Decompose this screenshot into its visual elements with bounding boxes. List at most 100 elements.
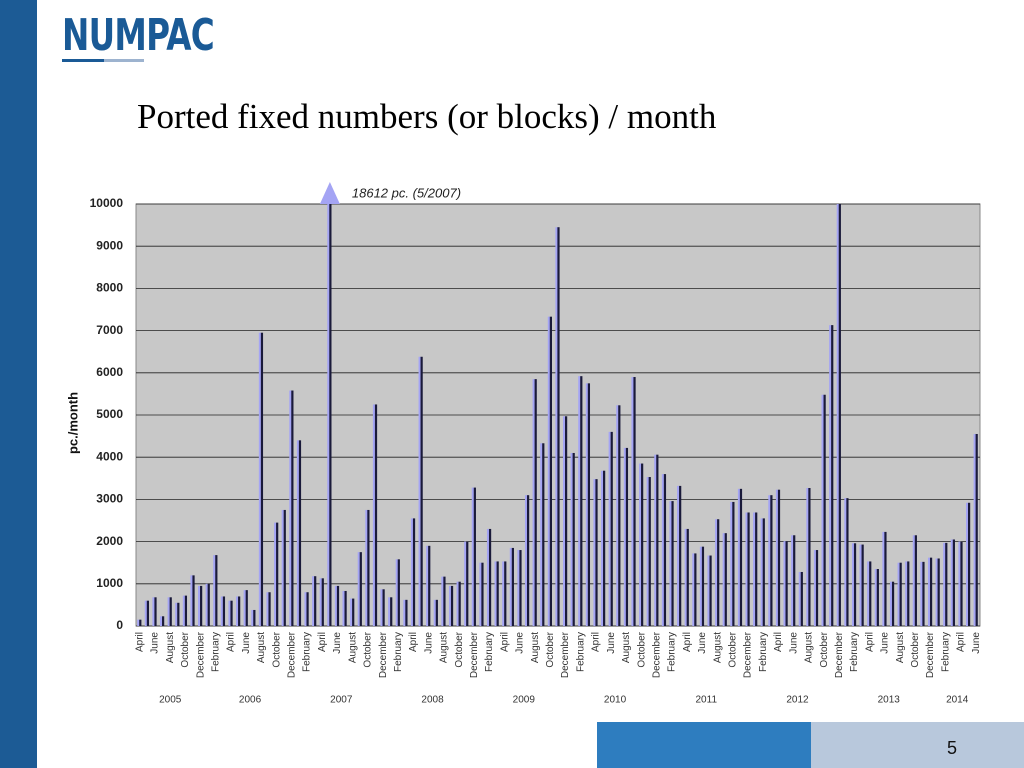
y-tick-label: 9000 [96,238,123,252]
bar [648,477,651,626]
y-tick-label: 10000 [90,196,124,210]
bar [800,571,803,626]
logo-bar [104,59,144,62]
bar [435,599,438,626]
bar-highlight [760,518,763,626]
x-tick-label: June [332,632,343,654]
bar [732,501,735,626]
bar-highlight [707,555,710,626]
bar-highlight [943,542,946,626]
bar-highlight [167,597,170,626]
bar [967,502,971,626]
bar-highlight [296,440,300,626]
bar-highlight [220,596,224,626]
bar-highlight [813,550,817,626]
bar-highlight [190,575,193,626]
bar [169,597,172,626]
x-tick-label: February [849,632,860,672]
bar [891,581,895,626]
bar-highlight [175,602,178,626]
bar-highlight [281,509,284,626]
bar-highlight [540,443,543,626]
bar-highlight [882,531,885,626]
bar-highlight [350,598,353,626]
x-tick-label: February [484,632,495,672]
x-tick-label: February [393,632,404,672]
bar [260,332,264,626]
bar-highlight [851,543,855,626]
bar-highlight [441,576,444,626]
bar-highlight [327,204,330,626]
bar-highlight [836,204,839,626]
bar-highlight [388,597,391,626]
year-label: 2006 [239,695,262,706]
bar [207,583,210,626]
bar-highlight [821,394,824,626]
side-band [0,0,37,768]
x-tick-label: October [819,631,830,667]
bar [306,592,309,626]
bar-highlight [646,477,649,626]
bar [412,518,416,626]
x-tick-label: April [591,632,602,652]
bar-highlight [426,545,429,626]
bar [777,489,781,626]
bar [177,602,180,626]
bar-highlight [433,599,436,626]
bar-highlight [684,528,687,626]
bar [565,416,568,626]
page-number: 5 [947,738,957,758]
bar [625,447,629,626]
x-tick-label: February [575,632,586,672]
bar-highlight [912,535,915,626]
bar-highlight [342,590,345,626]
bar-highlight [699,546,703,626]
x-tick-label: June [788,632,799,654]
bar [914,535,917,626]
bar [815,550,819,626]
bar [504,561,507,626]
bar [907,561,910,626]
x-tick-label: August [712,632,723,663]
bar [671,501,674,626]
bar [291,390,294,626]
bar-highlight [768,495,771,626]
bar [230,600,233,626]
bar [861,544,864,626]
footer-band [811,722,1024,768]
bar [717,519,720,626]
bar [473,487,476,626]
bar-highlight [372,404,376,626]
bar [701,546,705,626]
bar [876,569,879,626]
x-tick-label: June [515,632,526,654]
bar [154,597,157,626]
bar [838,204,841,626]
x-tick-label: April [134,632,145,652]
bar [633,377,636,626]
bar [359,552,362,626]
x-tick-label: October [271,631,282,667]
y-tick-label: 4000 [96,449,123,463]
bar-highlight [874,569,877,626]
bar [146,600,150,626]
x-tick-label: February [210,632,221,672]
bar [336,585,340,626]
x-tick-label: June [423,632,434,654]
bar [823,394,826,626]
x-tick-label: April [956,632,967,652]
bar [397,559,400,626]
x-tick-label: October [728,631,739,667]
bar [572,452,575,626]
x-tick-label: June [880,632,891,654]
bar-highlight [258,332,262,626]
bar-highlight [867,561,870,626]
bar-highlight [236,596,239,626]
x-tick-label: April [408,632,419,652]
bar-highlight [753,512,756,626]
bar [374,404,378,626]
bar-highlight [745,512,748,626]
bar [709,555,712,626]
bar [450,585,454,626]
bar [496,561,499,626]
